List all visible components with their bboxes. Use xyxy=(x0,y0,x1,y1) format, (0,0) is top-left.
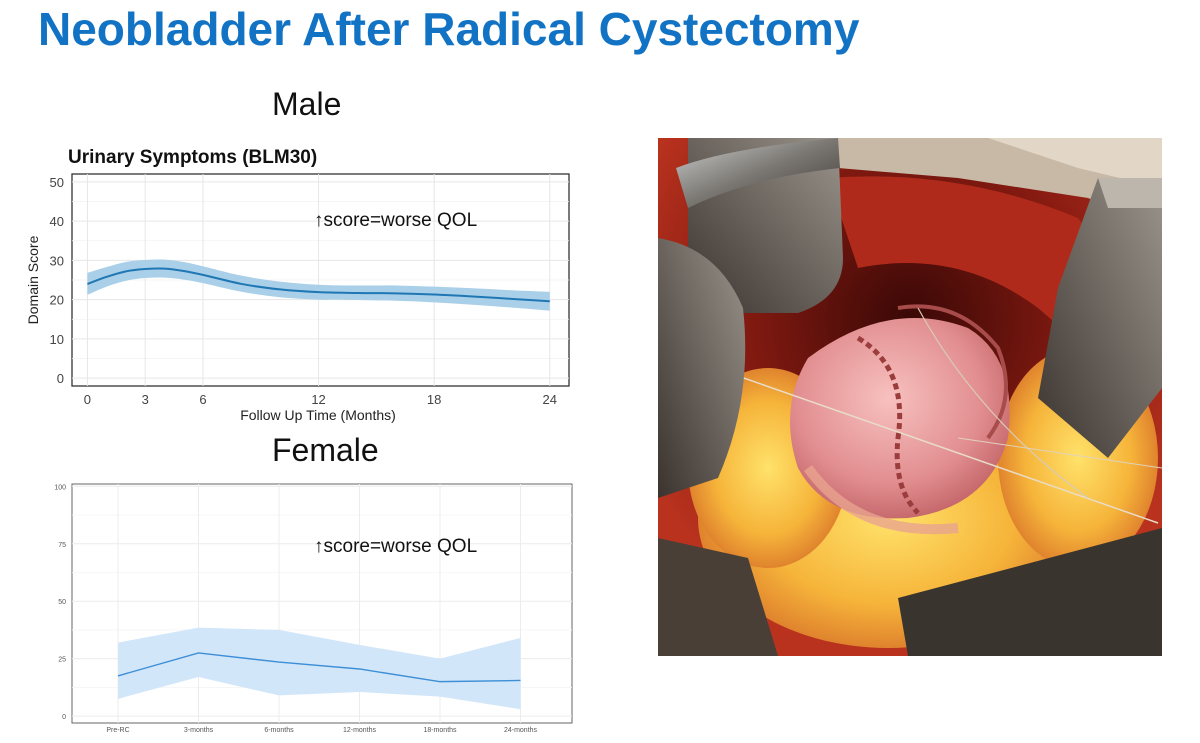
male-x-axis-label: Follow Up Time (Months) xyxy=(240,407,396,423)
female-annotation: ↑score=worse QOL xyxy=(314,536,477,557)
male-x-tick-label: 0 xyxy=(84,392,91,407)
male-confidence-band xyxy=(87,259,550,311)
male-x-tick-label: 12 xyxy=(311,392,325,407)
female-x-tick-label: 6-months xyxy=(264,727,294,734)
female-score-line xyxy=(117,652,521,683)
female-confidence-band xyxy=(118,627,521,710)
female-heading: Female xyxy=(272,432,379,468)
female-y-tick-label: 0 xyxy=(62,714,66,721)
male-score-line xyxy=(87,267,550,303)
male-x-tick-label: 6 xyxy=(199,392,206,407)
female-x-tick-label: 3-months xyxy=(184,727,214,734)
female-x-tick-label: Pre-RC xyxy=(106,727,129,734)
male-x-tick-label: 3 xyxy=(142,392,149,407)
male-y-tick-label: 0 xyxy=(57,371,64,386)
male-urinary-symptoms-chart: Urinary Symptoms (BLM30) 0 10 20 30 40 50 0 3 6 1… xyxy=(25,147,570,423)
male-annotation: ↑score=worse QOL xyxy=(314,210,477,231)
male-y-tick-label: 40 xyxy=(50,214,64,229)
male-heading: Male xyxy=(272,86,342,122)
male-y-tick-label: 20 xyxy=(50,293,64,308)
female-urinary-symptoms-chart: 0 25 50 75 100 Pre-RC 3-months 6-months 12-month… xyxy=(54,483,573,734)
slide-title: Neobladder After Radical Cystectomy xyxy=(38,3,860,55)
surgical-photo xyxy=(658,138,1162,656)
male-y-tick-label: 10 xyxy=(50,332,64,347)
female-y-tick-label: 25 xyxy=(58,657,66,664)
female-y-tick-label: 100 xyxy=(54,484,66,491)
male-y-tick-label: 30 xyxy=(50,253,64,268)
male-x-tick-label: 18 xyxy=(427,392,441,407)
female-y-tick-label: 50 xyxy=(58,599,66,606)
male-chart-title: Urinary Symptoms (BLM30) xyxy=(68,147,317,168)
male-y-axis-label: Domain Score xyxy=(25,235,41,324)
female-x-tick-label: 18-months xyxy=(423,727,457,734)
male-y-tick-label: 50 xyxy=(50,175,64,190)
female-x-tick-label: 24-months xyxy=(504,727,538,734)
female-x-tick-label: 12-months xyxy=(343,727,377,734)
female-y-tick-label: 75 xyxy=(58,542,66,549)
male-x-tick-label: 24 xyxy=(543,392,557,407)
